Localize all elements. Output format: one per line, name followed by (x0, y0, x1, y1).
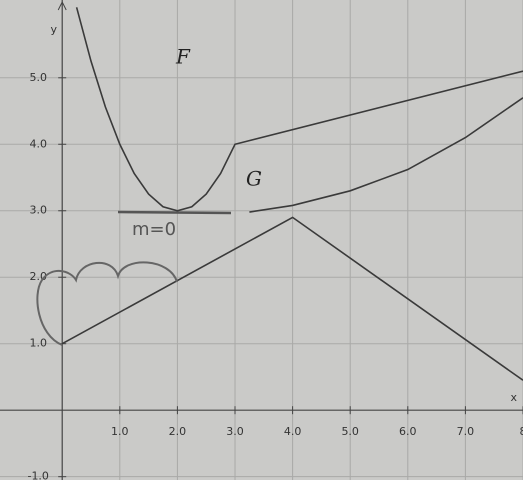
x-tick-label: 2.0 (169, 425, 187, 438)
x-tick-label: 4.0 (284, 425, 302, 438)
tangent-line (118, 212, 231, 213)
y-tick-label: 4.0 (29, 137, 47, 150)
series-label: G (246, 167, 262, 191)
x-tick-label: 5.0 (341, 425, 359, 438)
x-tick-label: 6.0 (399, 425, 417, 438)
y-tick-label: 5.0 (29, 71, 47, 84)
x-tick-label: 1.0 (111, 425, 129, 438)
y-tick-label: 3.0 (29, 204, 47, 217)
x-tick-label: 7.0 (457, 425, 475, 438)
y-tick-label: -1.0 (27, 470, 48, 480)
series-label: F (175, 45, 191, 69)
y-tick-label: 1.0 (29, 337, 47, 350)
annotation: m=0 (132, 219, 176, 240)
x-axis-label: x (510, 391, 517, 404)
paper (0, 0, 523, 480)
chart: 1.02.03.04.05.06.07.08-1.01.02.03.04.05.… (0, 0, 523, 480)
x-tick-label: 3.0 (226, 425, 244, 438)
x-tick-label: 8 (520, 425, 523, 438)
y-axis-label: y (50, 23, 57, 36)
